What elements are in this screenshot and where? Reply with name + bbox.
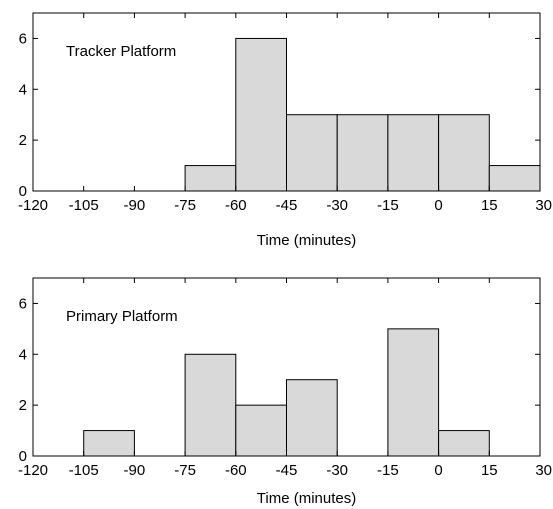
- histogram-bar: [235, 37, 288, 192]
- x-tick-label: -30: [326, 462, 348, 479]
- x-tick-label: -75: [174, 462, 196, 479]
- histogram-bar: [438, 430, 490, 457]
- y-tick-label: 6: [19, 30, 27, 47]
- y-tick-label: 4: [19, 81, 27, 98]
- x-tick-label: -60: [225, 462, 247, 479]
- y-tick-label: 6: [19, 295, 27, 312]
- x-tick-label: -105: [69, 462, 99, 479]
- y-tick-label: 2: [19, 132, 27, 149]
- histogram-bar: [184, 353, 237, 457]
- x-tick-label: -90: [124, 462, 146, 479]
- x-tick-label: -120: [18, 197, 48, 214]
- x-tick-label: -30: [326, 197, 348, 214]
- plot-frame: [32, 12, 541, 192]
- x-tick-label: 15: [481, 462, 498, 479]
- y-tick-label: 2: [19, 397, 27, 414]
- plot-frame: [32, 277, 541, 457]
- histogram-bar: [83, 430, 135, 457]
- histogram-bar: [438, 114, 490, 192]
- tracker-platform-panel: 0 2 4 6 -120 -105 -90 -75 -60 -45 -30 -15 0 15 30 Tra…: [18, 12, 552, 249]
- x-tick-label: -45: [276, 462, 298, 479]
- histogram-bar: [286, 379, 338, 457]
- y-tick-label: 0: [19, 448, 27, 465]
- x-tick-label: 0: [434, 197, 442, 214]
- x-tick-label: -120: [18, 462, 48, 479]
- histogram-bar: [488, 165, 541, 192]
- primary-platform-panel: 0 2 4 6 -120 -105 -90 -75 -60 -45 -30 -15 0 15 30 Pri…: [18, 277, 552, 507]
- x-tick-label: -15: [377, 197, 399, 214]
- histogram-bar: [387, 328, 440, 457]
- y-tick-label: 4: [19, 346, 27, 363]
- x-axis-label: Time (minutes): [257, 232, 356, 249]
- x-tick-label: -105: [69, 197, 99, 214]
- x-tick-label: -45: [276, 197, 298, 214]
- x-tick-label: 30: [535, 197, 552, 214]
- x-tick-label: -15: [377, 462, 399, 479]
- histogram-bar: [387, 114, 440, 192]
- panel-title: Tracker Platform: [66, 43, 176, 60]
- x-tick-label: -90: [124, 197, 146, 214]
- x-tick-label: 0: [434, 462, 442, 479]
- panel-title: Primary Platform: [66, 308, 178, 325]
- histogram-bar: [336, 114, 389, 192]
- x-tick-label: 30: [535, 462, 552, 479]
- histogram-bar: [184, 165, 237, 192]
- x-axis-label: Time (minutes): [257, 490, 356, 507]
- y-tick-label: 0: [19, 183, 27, 200]
- histogram-bar: [286, 114, 338, 192]
- histogram-bar: [235, 404, 288, 457]
- x-tick-label: 15: [481, 197, 498, 214]
- x-tick-label: -60: [225, 197, 247, 214]
- x-tick-label: -75: [174, 197, 196, 214]
